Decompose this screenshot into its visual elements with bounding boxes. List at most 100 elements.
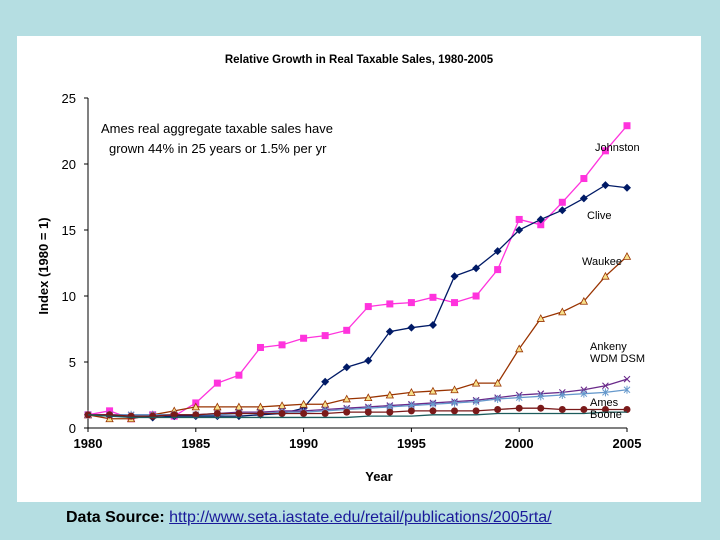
data-point-clive: [428, 321, 437, 330]
data-point-johnston: [235, 371, 243, 379]
data-point-wdm-dsm: [580, 389, 588, 398]
data-point-ames: [515, 404, 523, 412]
series-line-boone: [87, 411, 627, 419]
data-point-johnston: [537, 221, 545, 229]
x-axis-label: Year: [365, 469, 392, 484]
y-tick-label: 20: [62, 157, 76, 172]
data-point-clive: [536, 215, 545, 224]
chart-title: Relative Growth in Real Taxable Sales, 1…: [225, 54, 494, 66]
data-point-clive: [450, 272, 459, 281]
data-point-clive: [407, 323, 416, 332]
data-point-ames: [106, 411, 114, 419]
chart-panel: Relative Growth in Real Taxable Sales, 1…: [17, 36, 701, 502]
data-point-johnston: [580, 175, 588, 183]
data-point-johnston: [300, 334, 308, 342]
data-point-johnston: [321, 332, 329, 340]
data-point-wdm-dsm: [429, 400, 437, 409]
data-point-waukee: [364, 393, 373, 402]
data-point-clive: [364, 356, 373, 365]
data-point-ames: [537, 404, 545, 412]
y-tick-label: 25: [62, 91, 76, 106]
data-point-wdm-dsm: [494, 394, 501, 403]
data-point-waukee: [601, 271, 610, 280]
data-point-ames: [429, 407, 437, 415]
data-point-waukee: [191, 402, 200, 411]
series-line-johnston: [87, 125, 628, 420]
data-point-johnston: [494, 266, 502, 274]
data-point-waukee: [342, 394, 351, 403]
data-point-wdm-dsm: [623, 385, 631, 394]
data-point-waukee: [407, 388, 416, 396]
data-point-ames: [386, 408, 394, 416]
data-point-ames: [451, 407, 459, 415]
data-point-clive: [385, 327, 394, 336]
data-point-ames: [580, 406, 588, 414]
data-point-wdm-dsm: [451, 398, 458, 407]
data-point-ames: [601, 406, 609, 414]
data-point-ames: [300, 409, 308, 417]
y-tick-label: 15: [62, 223, 76, 238]
data-point-johnston: [515, 215, 523, 223]
data-point-ames: [407, 407, 415, 415]
data-point-ames: [278, 409, 286, 417]
data-point-johnston: [623, 122, 631, 130]
data-point-ames: [364, 408, 372, 416]
series-label-ankeny: Ankeny: [590, 341, 627, 353]
data-point-waukee: [515, 344, 524, 353]
data-point-ames: [213, 409, 221, 417]
data-point-ames: [494, 406, 502, 414]
series-label-clive: Clive: [587, 210, 611, 222]
x-tick-label: 1990: [289, 436, 318, 451]
y-tick-label: 0: [69, 421, 76, 436]
data-point-waukee: [471, 378, 481, 387]
y-tick-label: 10: [62, 289, 76, 304]
series-line-waukee: [87, 255, 628, 420]
data-point-johnston: [213, 379, 221, 387]
data-point-ames: [623, 406, 631, 414]
x-tick-label: 1985: [181, 436, 210, 451]
data-point-johnston: [407, 299, 415, 307]
data-point-ames: [256, 409, 264, 417]
data-point-ames: [321, 409, 329, 417]
data-point-johnston: [278, 341, 286, 349]
data-point-ames: [127, 412, 135, 420]
data-point-clive: [493, 247, 502, 256]
series-ames: [84, 404, 631, 420]
data-point-clive: [579, 194, 588, 203]
data-source-label: Data Source:: [66, 509, 165, 526]
series-waukee: [83, 252, 632, 423]
x-tick-label: 2000: [505, 436, 534, 451]
data-point-johnston: [558, 198, 566, 206]
data-point-ames: [472, 407, 480, 415]
data-point-clive: [558, 206, 567, 215]
x-tick-label: 2005: [613, 436, 642, 451]
data-point-ames: [235, 409, 243, 417]
data-source-link[interactable]: http://www.seta.iastate.edu/retail/publi…: [169, 509, 552, 526]
data-point-wdm-dsm: [558, 391, 566, 399]
data-point-ankeny: [623, 375, 631, 383]
data-point-ames: [558, 406, 566, 414]
series-clive: [84, 181, 631, 422]
y-tick-label: 5: [69, 355, 76, 370]
data-point-ames: [192, 411, 200, 419]
data-point-waukee: [493, 378, 502, 387]
x-tick-label: 1980: [74, 436, 103, 451]
data-point-wdm-dsm: [602, 388, 609, 397]
series-label-johnston: Johnston: [595, 142, 640, 154]
series-label-ames: Ames: [590, 397, 619, 409]
data-point-waukee: [213, 402, 222, 411]
data-point-johnston: [364, 303, 372, 311]
data-point-waukee: [558, 307, 567, 316]
chart-annotation-line-1: Ames real aggregate taxable sales have: [101, 121, 333, 136]
series-line-ames: [88, 407, 627, 417]
data-point-johnston: [343, 326, 351, 334]
data-point-wdm-dsm: [515, 393, 523, 402]
data-point-clive: [321, 377, 330, 386]
series-label-waukee: Waukee: [582, 256, 622, 268]
series-label-wdm-dsm: WDM DSM: [590, 353, 645, 365]
data-point-waukee: [579, 296, 589, 305]
y-axis-label: Index (1980 = 1): [36, 217, 51, 314]
data-point-johnston: [256, 343, 264, 351]
data-point-waukee: [622, 252, 632, 260]
data-point-clive: [472, 264, 481, 273]
